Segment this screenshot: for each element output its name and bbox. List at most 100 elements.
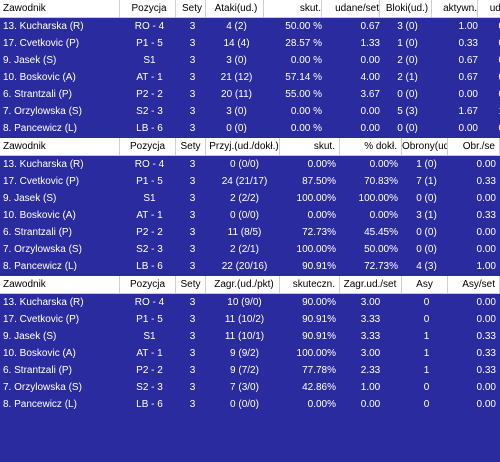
column-header[interactable]: skut.	[264, 0, 322, 17]
table-cell: 7. Orzylowska (S)	[3, 382, 82, 393]
column-header[interactable]: Pozycja	[120, 276, 176, 293]
table-row: 10. Boskovic (A) AT - 1 3 9 (9/2) 100.00% 3.0…	[0, 345, 500, 362]
table-cell: 0.00%	[307, 159, 336, 170]
table-cell: P2 - 2	[136, 227, 163, 238]
table-cell: 3 (0)	[226, 55, 247, 66]
table-cell: 100.00%	[358, 193, 398, 204]
table-cell: AT - 1	[136, 72, 163, 83]
table-cell: 45.45%	[364, 227, 398, 238]
table-cell: 42.86%	[302, 382, 336, 393]
table-cell: 0.33	[476, 348, 496, 359]
table-cell: 1.00	[360, 382, 381, 393]
table-cell: 21 (12)	[220, 72, 253, 83]
column-header[interactable]: Ataki(ud.)	[206, 0, 264, 17]
table-cell: 3	[189, 244, 196, 255]
column-header[interactable]: Pozycja	[120, 0, 176, 17]
table-row: 7. Orzylowska (S) S2 - 3 3 2 (2/1) 100.00% 50…	[0, 241, 500, 258]
column-header[interactable]: udane/set	[322, 0, 380, 17]
table-cell: 6. Strantzali (P)	[3, 227, 72, 238]
table-cell: 0.00	[360, 123, 380, 134]
table-header-row: Zawodnik Pozycja Sety Zagr.(ud./pkt) skutecz…	[0, 276, 500, 294]
table-cell: 0.00	[476, 399, 496, 410]
column-header[interactable]: aktywn.	[432, 0, 478, 17]
table-cell: 1	[423, 348, 430, 359]
table-cell: 0.00	[476, 159, 496, 170]
table-cell: 28.57 %	[285, 38, 322, 49]
table-cell: 2 (2/1)	[230, 244, 259, 255]
table-cell: 3	[189, 331, 196, 342]
table-cell: 10. Boskovic (A)	[3, 210, 76, 221]
table-cell: 7. Orzylowska (S)	[3, 106, 82, 117]
table-cell: 1	[423, 331, 430, 342]
column-header[interactable]: Przyj.(ud./dokł.)	[206, 138, 280, 155]
table-cell: 90.91%	[302, 261, 336, 272]
column-header[interactable]: Obrony(ud.)	[402, 138, 448, 155]
table-row: 9. Jasek (S) S1 3 2 (2/2) 100.00% 100.00% 0 (0…	[0, 190, 500, 207]
attack-block-table: Zawodnik Pozycja Sety Ataki(ud.) skut. udane/…	[0, 0, 500, 137]
table-cell: 1	[423, 365, 430, 376]
table-row: 13. Kucharska (R) RO - 4 3 10 (9/0) 90.00% 3.…	[0, 294, 500, 311]
table-cell: 0 (0/0)	[230, 159, 259, 170]
table-cell: 0.67	[458, 72, 478, 83]
column-header[interactable]: Pozycja	[120, 138, 176, 155]
column-header[interactable]: Zawodnik	[0, 276, 120, 293]
table-cell: 72.73%	[302, 227, 336, 238]
table-header-row: Zawodnik Pozycja Sety Przyj.(ud./dokł.) skut…	[0, 138, 500, 156]
table-cell: 1.67	[458, 106, 478, 117]
table-cell: 0.00	[360, 399, 381, 410]
table-cell: 0.33	[476, 210, 496, 221]
column-header[interactable]: Zagr.(ud./pkt)	[206, 276, 280, 293]
table-cell: 8. Pancewicz (L)	[3, 123, 77, 134]
column-header[interactable]: skut.	[280, 138, 340, 155]
table-cell: AT - 1	[136, 210, 163, 221]
table-cell: 20 (11)	[221, 89, 252, 100]
table-header-row: Zawodnik Pozycja Sety Ataki(ud.) skut. udane/…	[0, 0, 500, 18]
table-cell: 0.00%	[307, 210, 336, 221]
column-header[interactable]: Sety	[176, 138, 206, 155]
table-cell: 14 (4)	[223, 38, 250, 49]
table-cell: 6. Strantzali (P)	[3, 89, 72, 100]
table-cell: 3	[189, 176, 196, 187]
table-cell: 2 (0)	[397, 55, 418, 66]
table-cell: 3	[189, 38, 196, 49]
table-cell: 13. Kucharska (R)	[3, 297, 84, 308]
table-cell: 3	[189, 382, 196, 393]
column-header[interactable]: Zawodnik	[0, 138, 120, 155]
table-cell: 4 (3)	[416, 261, 437, 272]
table-cell: 17. Cvetkovic (P)	[3, 176, 80, 187]
table-cell: 24 (21/17)	[221, 176, 268, 187]
table-cell: 50.00 %	[285, 21, 322, 32]
column-header[interactable]: Asy/set	[448, 276, 500, 293]
column-header[interactable]: Zawodnik	[0, 0, 120, 17]
table-cell: 3	[189, 365, 196, 376]
table-row: 13. Kucharska (R) RO - 4 3 4 (2) 50.00 % 0.67…	[0, 18, 500, 35]
table-cell: 9 (7/2)	[230, 365, 259, 376]
table-cell: 0.33	[476, 331, 496, 342]
table-row: 8. Pancewicz (L) LB - 6 3 22 (20/16) 90.91% 7…	[0, 258, 500, 275]
table-cell: 3	[189, 399, 196, 410]
table-cell: RO - 4	[134, 297, 165, 308]
table-cell: 3	[189, 159, 196, 170]
column-header[interactable]: % dokł.	[340, 138, 402, 155]
reception-defense-table: Zawodnik Pozycja Sety Przyj.(ud./dokł.) skut…	[0, 138, 500, 275]
table-cell: 1 (0)	[397, 38, 418, 49]
column-header[interactable]: Bloki(ud.)	[380, 0, 432, 17]
column-header[interactable]: Zagr.ud./set	[340, 276, 402, 293]
table-row: 6. Strantzali (P) P2 - 2 3 9 (7/2) 77.78% 2.3…	[0, 362, 500, 379]
column-header[interactable]: Asy	[402, 276, 448, 293]
table-cell: 0.00%	[307, 399, 336, 410]
column-header[interactable]: Sety	[176, 0, 206, 17]
table-cell: 17. Cvetkovic (P)	[3, 38, 80, 49]
table-cell: 11 (10/1)	[224, 331, 265, 342]
table-cell: 3 (0)	[226, 106, 247, 117]
table-cell: 1.33	[360, 38, 380, 49]
column-header[interactable]: skuteczn.	[280, 276, 340, 293]
column-header[interactable]: ud./se	[478, 0, 500, 17]
table-cell: S2 - 3	[136, 244, 163, 255]
table-cell: 0.00	[458, 89, 478, 100]
table-cell: 13. Kucharska (R)	[3, 21, 84, 32]
column-header[interactable]: Sety	[176, 276, 206, 293]
table-cell: 7 (1)	[416, 176, 437, 187]
column-header[interactable]: Obr./se	[448, 138, 500, 155]
